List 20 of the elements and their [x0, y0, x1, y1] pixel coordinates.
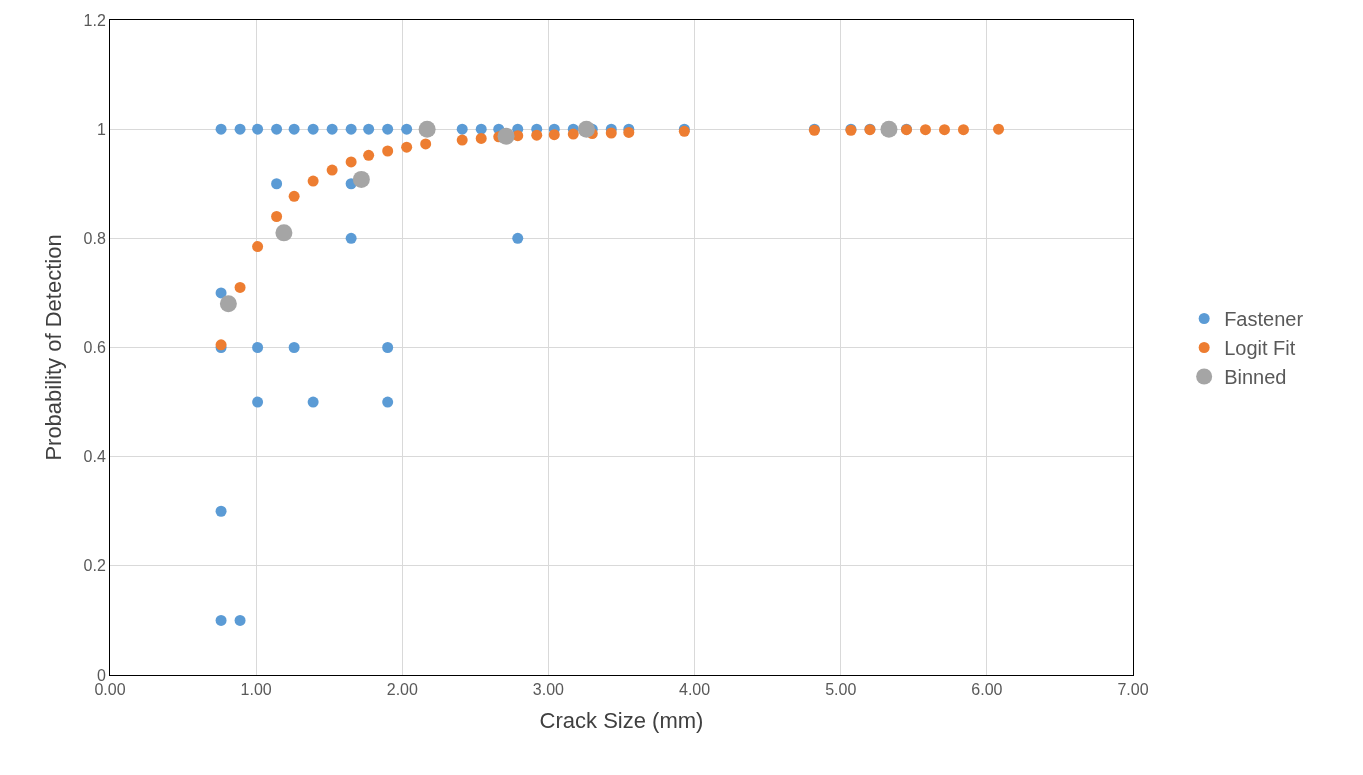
legend-label: Fastener: [1224, 308, 1304, 331]
x-tick-label: 0.00: [94, 681, 126, 699]
y-tick-label: 0.2: [83, 557, 106, 575]
y-tick-label: 1.2: [83, 11, 106, 29]
x-tick-label: 1.00: [240, 681, 272, 699]
x-tick-label: 3.00: [532, 681, 565, 699]
x-tick-label: 4.00: [679, 681, 711, 699]
legend-label: Logit Fit: [1224, 337, 1296, 360]
x-tick-label: 2.00: [386, 681, 418, 699]
x-tick-label: 7.00: [1117, 681, 1149, 699]
y-axis-title: Probability of Detection: [41, 234, 67, 461]
y-tick-label: 1: [96, 120, 106, 138]
y-tick-label: 0.8: [83, 229, 106, 247]
y-tick-label: 0.4: [83, 448, 106, 466]
x-tick-label: 6.00: [971, 681, 1003, 699]
y-tick-label: 0: [96, 666, 106, 684]
x-tick-label: 5.00: [825, 681, 857, 699]
legend-label: Binned: [1224, 366, 1287, 389]
y-tick-label: 0.6: [83, 339, 106, 357]
x-axis-title: Crack Size (mm): [539, 708, 704, 734]
